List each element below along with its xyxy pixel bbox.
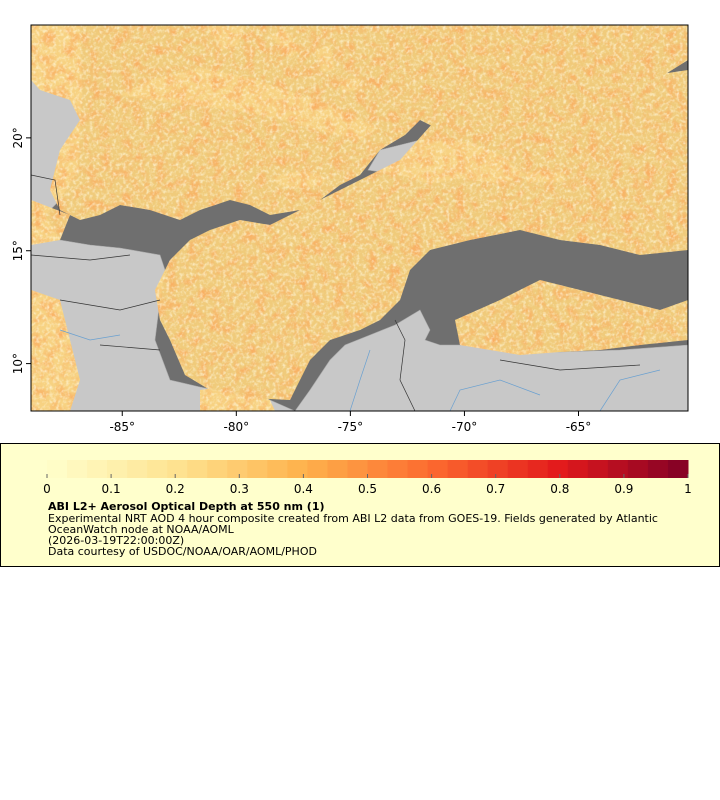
colorbar-bin xyxy=(167,460,188,478)
legend-line: OceanWatch node at NOAA/AOML xyxy=(48,523,235,536)
colorbar-tick-label: 0 xyxy=(43,482,51,496)
colorbar-bin xyxy=(407,460,429,478)
borders xyxy=(31,174,641,411)
map-area xyxy=(31,25,688,411)
colorbar-tick-label: 0.4 xyxy=(294,482,313,496)
colorbar-bin xyxy=(387,460,409,478)
colorbar-bin xyxy=(207,460,228,478)
colorbar-bin xyxy=(667,460,689,478)
y-tick-label: 20° xyxy=(11,127,25,148)
colorbar-bin xyxy=(147,460,168,478)
plot-frame xyxy=(30,24,689,412)
colorbar-bin xyxy=(127,460,148,478)
colorbar-bin xyxy=(67,460,88,478)
colorbar-bin xyxy=(327,460,348,478)
legend-line: Data courtesy of USDOC/NOAA/OAR/AOML/PHO… xyxy=(48,545,317,558)
colorbar-bin xyxy=(267,460,288,478)
colorbar-bin xyxy=(447,460,469,478)
legend-title: ABI L2+ Aerosol Optical Depth at 550 nm … xyxy=(48,500,325,513)
x-tick-label: -75° xyxy=(338,420,364,434)
colorbar-bin xyxy=(307,460,328,478)
colorbar-bin xyxy=(87,460,108,478)
colorbar-bin xyxy=(587,460,609,478)
colorbar-bin xyxy=(367,460,389,478)
colorbar-bin xyxy=(427,460,449,478)
colorbar-bin xyxy=(347,460,368,478)
colorbar-bin xyxy=(247,460,268,478)
x-tick-label: -80° xyxy=(224,420,250,434)
colorbar-bin xyxy=(607,460,629,478)
colorbar-tick-label: 0.8 xyxy=(550,482,569,496)
colorbar-bin xyxy=(567,460,589,478)
colorbar-tick-label: 1 xyxy=(684,482,692,496)
colorbar-tick-label: 0.5 xyxy=(358,482,377,496)
x-tick-label: -65° xyxy=(566,420,592,434)
colorbar-bin xyxy=(487,460,509,478)
colorbar-tick-label: 0.9 xyxy=(614,482,633,496)
colorbar-bin xyxy=(507,460,529,478)
colorbar-bin xyxy=(187,460,208,478)
colorbar-bin xyxy=(547,460,569,478)
x-tick-label: -85° xyxy=(109,420,135,434)
y-tick-label: 15° xyxy=(11,240,25,261)
colorbar-tick-label: 0.7 xyxy=(486,482,505,496)
colorbar-tick-label: 0.3 xyxy=(230,482,249,496)
y-tick-label: 10° xyxy=(11,353,25,374)
south-america xyxy=(294,309,688,411)
colorbar-bin xyxy=(647,460,669,478)
colorbar-bin xyxy=(227,460,248,478)
rivers xyxy=(59,329,661,411)
legend-line: (2026-03-19T22:00:00Z) xyxy=(48,534,184,547)
colorbar-tick-label: 0.1 xyxy=(102,482,121,496)
colorbar-bin xyxy=(287,460,308,478)
colorbar-bin xyxy=(467,460,489,478)
colorbar-tick-label: 0.6 xyxy=(422,482,441,496)
x-tick-label: -70° xyxy=(452,420,478,434)
colorbar-bin xyxy=(527,460,549,478)
colorbar-bin xyxy=(107,460,128,478)
legend-line: Experimental NRT AOD 4 hour composite cr… xyxy=(48,512,658,525)
colorbar-tick-label: 0.2 xyxy=(166,482,185,496)
colorbar-bin xyxy=(627,460,649,478)
colorbar-bin xyxy=(47,460,68,478)
